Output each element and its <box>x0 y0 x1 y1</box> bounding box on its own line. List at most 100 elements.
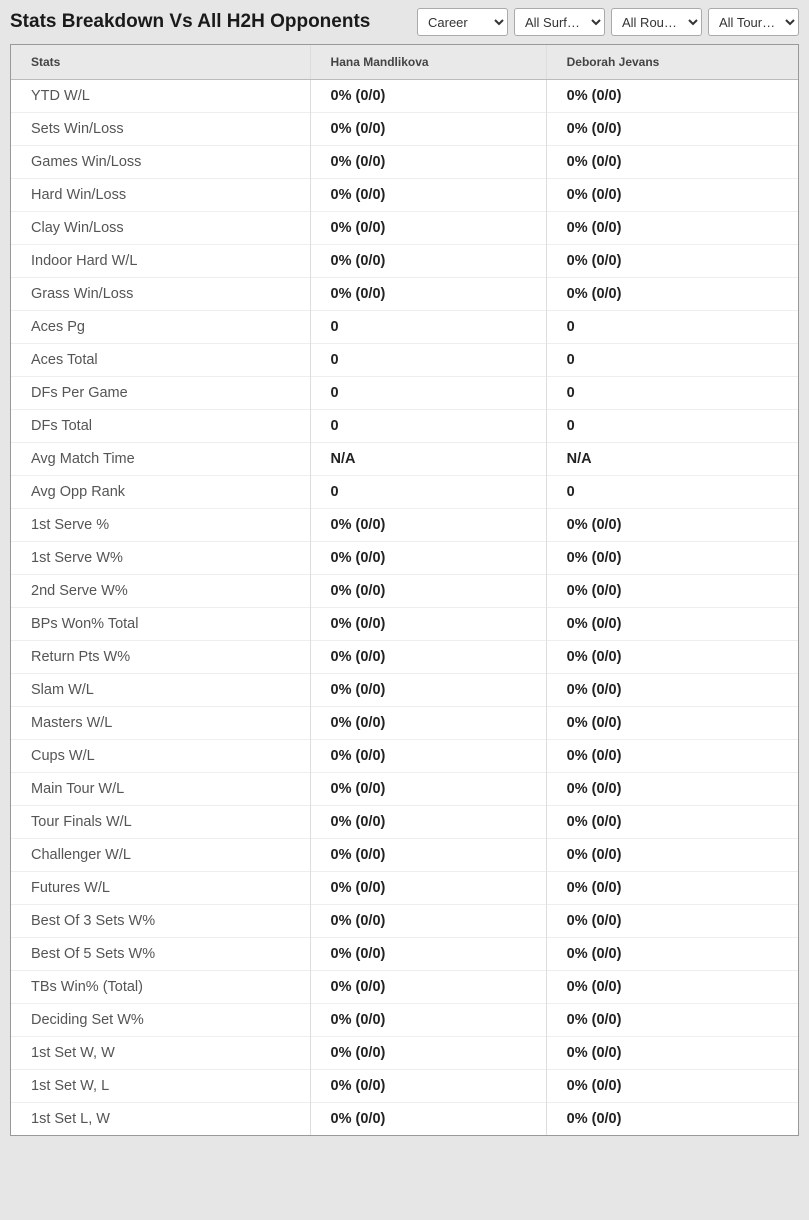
filter-bar: Career All Surf… All Rou… All Tour… <box>417 8 799 36</box>
stat-label: Return Pts W% <box>11 641 310 674</box>
player2-value: 0% (0/0) <box>546 971 798 1004</box>
table-row: Avg Opp Rank00 <box>11 476 798 509</box>
player1-value: 0% (0/0) <box>310 740 546 773</box>
player2-value: 0% (0/0) <box>546 938 798 971</box>
round-select[interactable]: All Rou… <box>611 8 702 36</box>
player1-value: 0% (0/0) <box>310 80 546 113</box>
player2-value: 0% (0/0) <box>546 905 798 938</box>
surface-select[interactable]: All Surf… <box>514 8 605 36</box>
stat-label: Slam W/L <box>11 674 310 707</box>
table-row: Aces Pg00 <box>11 311 798 344</box>
table-row: Challenger W/L0% (0/0)0% (0/0) <box>11 839 798 872</box>
player1-value: 0% (0/0) <box>310 1004 546 1037</box>
player2-value: 0 <box>546 377 798 410</box>
player2-value: 0% (0/0) <box>546 1103 798 1136</box>
page-title: Stats Breakdown Vs All H2H Opponents <box>10 11 370 33</box>
stat-label: TBs Win% (Total) <box>11 971 310 1004</box>
stat-label: Avg Opp Rank <box>11 476 310 509</box>
table-row: Aces Total00 <box>11 344 798 377</box>
table-row: Main Tour W/L0% (0/0)0% (0/0) <box>11 773 798 806</box>
player2-value: 0% (0/0) <box>546 212 798 245</box>
player1-value: 0% (0/0) <box>310 212 546 245</box>
stat-label: Games Win/Loss <box>11 146 310 179</box>
player2-value: 0 <box>546 410 798 443</box>
player1-value: 0 <box>310 311 546 344</box>
player1-value: 0% (0/0) <box>310 1103 546 1136</box>
player2-value: 0% (0/0) <box>546 80 798 113</box>
col-header-stats: Stats <box>11 45 310 80</box>
table-row: Games Win/Loss0% (0/0)0% (0/0) <box>11 146 798 179</box>
stat-label: Aces Pg <box>11 311 310 344</box>
player1-value: 0% (0/0) <box>310 674 546 707</box>
player2-value: 0% (0/0) <box>546 245 798 278</box>
player1-value: 0% (0/0) <box>310 938 546 971</box>
stat-label: Masters W/L <box>11 707 310 740</box>
stat-label: Indoor Hard W/L <box>11 245 310 278</box>
player1-value: 0% (0/0) <box>310 509 546 542</box>
player2-value: 0% (0/0) <box>546 773 798 806</box>
player2-value: 0% (0/0) <box>546 608 798 641</box>
table-row: Tour Finals W/L0% (0/0)0% (0/0) <box>11 806 798 839</box>
player1-value: 0 <box>310 476 546 509</box>
player1-value: 0% (0/0) <box>310 971 546 1004</box>
stat-label: 2nd Serve W% <box>11 575 310 608</box>
table-row: 1st Set W, L0% (0/0)0% (0/0) <box>11 1070 798 1103</box>
table-row: Best Of 3 Sets W%0% (0/0)0% (0/0) <box>11 905 798 938</box>
player1-value: 0% (0/0) <box>310 806 546 839</box>
player2-value: N/A <box>546 443 798 476</box>
table-row: 1st Serve W%0% (0/0)0% (0/0) <box>11 542 798 575</box>
player2-value: 0% (0/0) <box>546 542 798 575</box>
page-header: Stats Breakdown Vs All H2H Opponents Car… <box>0 0 809 44</box>
stat-label: DFs Total <box>11 410 310 443</box>
stat-label: Futures W/L <box>11 872 310 905</box>
stat-label: BPs Won% Total <box>11 608 310 641</box>
player1-value: 0% (0/0) <box>310 773 546 806</box>
player1-value: 0 <box>310 344 546 377</box>
stat-label: 1st Serve W% <box>11 542 310 575</box>
player1-value: 0% (0/0) <box>310 1037 546 1070</box>
player2-value: 0% (0/0) <box>546 575 798 608</box>
player1-value: 0% (0/0) <box>310 245 546 278</box>
player1-value: 0% (0/0) <box>310 179 546 212</box>
stat-label: Challenger W/L <box>11 839 310 872</box>
period-select[interactable]: Career <box>417 8 508 36</box>
player2-value: 0% (0/0) <box>546 872 798 905</box>
table-row: Best Of 5 Sets W%0% (0/0)0% (0/0) <box>11 938 798 971</box>
player1-value: 0% (0/0) <box>310 707 546 740</box>
stats-table-container: Stats Hana Mandlikova Deborah Jevans YTD… <box>10 44 799 1136</box>
player1-value: 0% (0/0) <box>310 113 546 146</box>
player2-value: 0% (0/0) <box>546 806 798 839</box>
table-row: 1st Serve %0% (0/0)0% (0/0) <box>11 509 798 542</box>
stat-label: Main Tour W/L <box>11 773 310 806</box>
player2-value: 0 <box>546 476 798 509</box>
player2-value: 0% (0/0) <box>546 1070 798 1103</box>
player1-value: N/A <box>310 443 546 476</box>
col-header-player2: Deborah Jevans <box>546 45 798 80</box>
player1-value: 0 <box>310 410 546 443</box>
player2-value: 0 <box>546 311 798 344</box>
table-row: TBs Win% (Total)0% (0/0)0% (0/0) <box>11 971 798 1004</box>
table-row: Clay Win/Loss0% (0/0)0% (0/0) <box>11 212 798 245</box>
player2-value: 0% (0/0) <box>546 641 798 674</box>
tour-select[interactable]: All Tour… <box>708 8 799 36</box>
player2-value: 0% (0/0) <box>546 839 798 872</box>
stat-label: Sets Win/Loss <box>11 113 310 146</box>
table-row: DFs Total00 <box>11 410 798 443</box>
stat-label: 1st Set W, W <box>11 1037 310 1070</box>
table-row: Avg Match TimeN/AN/A <box>11 443 798 476</box>
table-row: Slam W/L0% (0/0)0% (0/0) <box>11 674 798 707</box>
table-row: DFs Per Game00 <box>11 377 798 410</box>
table-row: BPs Won% Total0% (0/0)0% (0/0) <box>11 608 798 641</box>
table-row: Grass Win/Loss0% (0/0)0% (0/0) <box>11 278 798 311</box>
player1-value: 0% (0/0) <box>310 542 546 575</box>
player2-value: 0% (0/0) <box>546 740 798 773</box>
player2-value: 0% (0/0) <box>546 278 798 311</box>
table-row: Sets Win/Loss0% (0/0)0% (0/0) <box>11 113 798 146</box>
table-row: Futures W/L0% (0/0)0% (0/0) <box>11 872 798 905</box>
player2-value: 0% (0/0) <box>546 674 798 707</box>
player1-value: 0% (0/0) <box>310 641 546 674</box>
player2-value: 0% (0/0) <box>546 113 798 146</box>
table-row: Indoor Hard W/L0% (0/0)0% (0/0) <box>11 245 798 278</box>
player2-value: 0% (0/0) <box>546 1004 798 1037</box>
player1-value: 0% (0/0) <box>310 872 546 905</box>
